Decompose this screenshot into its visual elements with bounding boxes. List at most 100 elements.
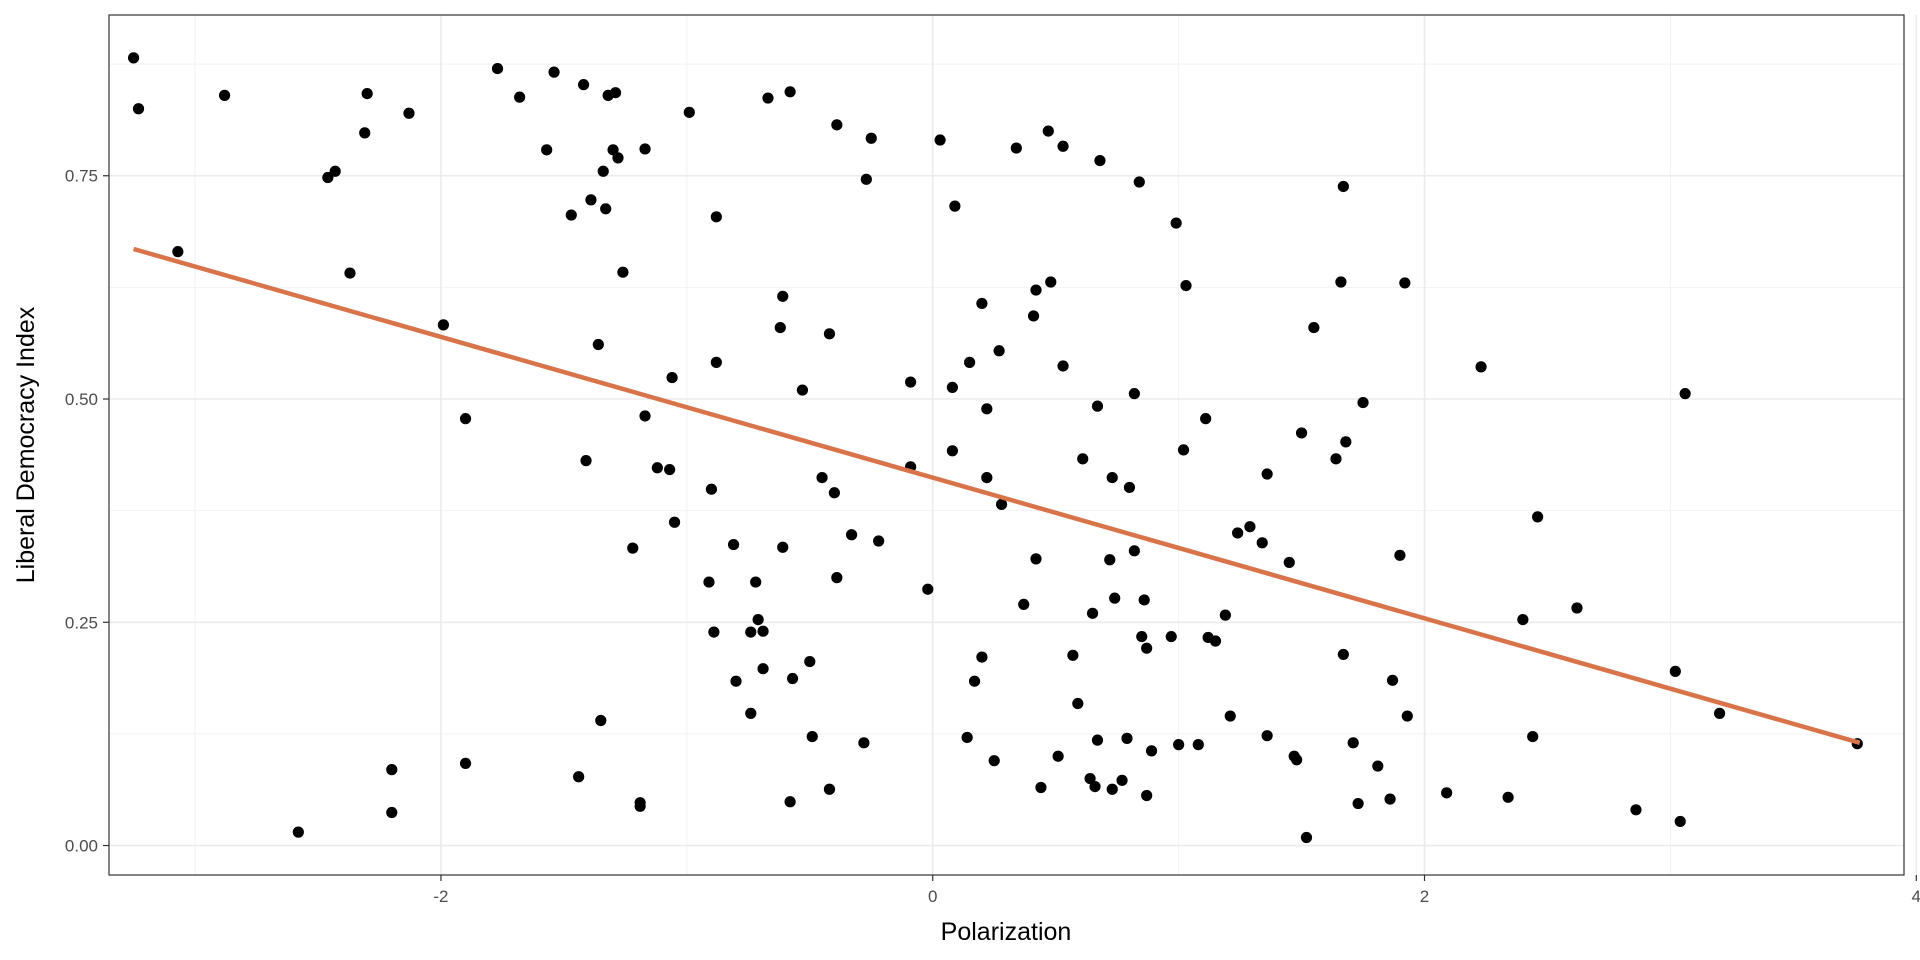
data-point [1394, 549, 1406, 561]
data-point [745, 707, 757, 719]
data-point [1106, 783, 1118, 795]
data-point [1571, 602, 1583, 614]
data-point [981, 403, 993, 415]
data-point [1441, 787, 1453, 799]
data-point [1337, 648, 1349, 661]
data-point [823, 783, 836, 795]
data-point [592, 338, 604, 351]
data-point [459, 757, 472, 769]
data-point [600, 203, 612, 215]
data-point [651, 462, 663, 474]
data-point [1128, 545, 1140, 557]
data-point [1261, 468, 1273, 480]
data-point [218, 89, 231, 101]
data-point [968, 675, 981, 687]
data-point [1669, 665, 1681, 677]
data-point [1630, 804, 1642, 816]
data-point [1084, 772, 1096, 785]
data-point [1141, 642, 1153, 654]
trend-line-group [132, 246, 1861, 745]
data-point [750, 576, 762, 588]
data-point [1091, 734, 1104, 746]
data-point [132, 103, 145, 115]
data-point [865, 132, 877, 144]
data-point [1713, 707, 1726, 719]
data-point [1679, 388, 1691, 400]
data-point [1502, 791, 1514, 803]
y-axis-title: Liberal Democracy Index [12, 306, 40, 583]
data-point [437, 319, 450, 331]
data-point [1527, 730, 1539, 743]
data-point [491, 62, 504, 75]
data-point [668, 516, 681, 528]
data-point [666, 371, 678, 384]
data-point [981, 471, 993, 484]
data-point [988, 755, 1000, 767]
data-point [1244, 521, 1256, 533]
x-axis-title: Polarization [941, 918, 1072, 946]
data-point [1517, 613, 1529, 626]
data-point [1106, 471, 1118, 484]
data-point [1291, 754, 1303, 766]
data-point [627, 542, 639, 554]
y-tick-label: 0.00 [65, 837, 98, 856]
data-point [639, 143, 651, 155]
data-point [514, 91, 526, 103]
data-point [946, 445, 959, 457]
data-point [1030, 553, 1042, 565]
data-point [1067, 649, 1079, 661]
data-point [639, 410, 651, 422]
data-point [1072, 697, 1084, 710]
data-point [612, 152, 624, 164]
data-point [993, 345, 1005, 357]
data-point [1173, 739, 1185, 751]
data-point [976, 297, 988, 310]
data-point [873, 535, 885, 547]
data-point [403, 107, 415, 119]
data-point [964, 356, 976, 368]
data-point [1116, 774, 1128, 786]
data-point [1357, 396, 1369, 409]
data-point [703, 576, 715, 588]
data-point [1475, 361, 1487, 373]
data-point [1532, 511, 1544, 523]
data-point [386, 806, 398, 819]
data-point [1104, 554, 1116, 566]
x-tick-label: 0 [928, 887, 937, 906]
y-tick-label: 0.50 [65, 390, 98, 409]
data-point [1057, 360, 1069, 372]
data-point [1077, 453, 1089, 465]
data-point [1010, 142, 1022, 154]
data-point [1138, 594, 1150, 606]
data-point [1401, 710, 1413, 722]
data-point [1300, 831, 1313, 844]
data-point [1674, 815, 1686, 828]
data-point [845, 529, 858, 541]
data-point [804, 655, 816, 668]
data-point [828, 487, 840, 499]
data-point [683, 106, 695, 118]
data-point [1018, 598, 1030, 611]
x-tick-label: 4 [1912, 887, 1920, 906]
grid-minor [109, 15, 1904, 875]
data-point [609, 87, 622, 99]
data-point [1121, 732, 1133, 744]
data-point [1399, 277, 1411, 289]
data-point [816, 471, 828, 484]
data-point [1165, 630, 1177, 643]
data-point [777, 290, 789, 302]
data-point [752, 613, 764, 626]
data-point [784, 86, 796, 98]
data-point [905, 376, 917, 388]
data-point [949, 200, 961, 212]
grid-major [109, 15, 1918, 875]
data-point [786, 672, 799, 685]
data-point [1219, 609, 1231, 621]
data-point [1089, 780, 1101, 793]
data-point [1123, 481, 1136, 494]
data-point [1256, 537, 1268, 549]
data-point [710, 356, 722, 368]
data-point [946, 381, 959, 393]
data-point [1372, 760, 1384, 772]
data-point [664, 463, 676, 476]
